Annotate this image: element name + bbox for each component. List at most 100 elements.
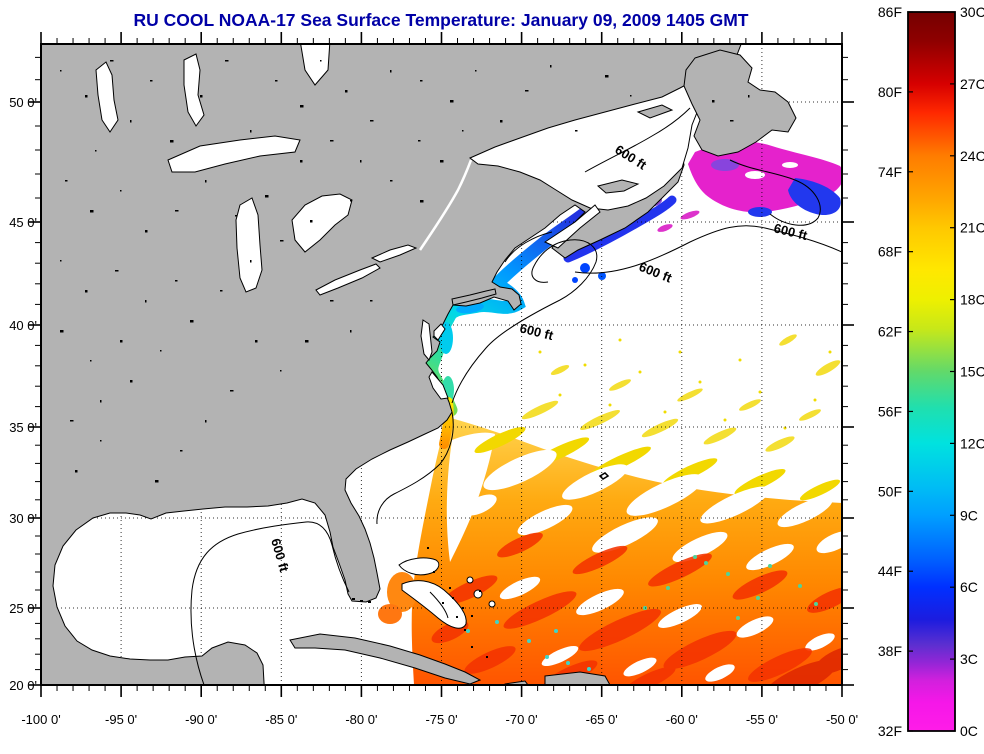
bahama-bank-great	[401, 580, 467, 629]
colorbar-f-label: 86F	[878, 4, 902, 20]
x-tick-label: -75 0'	[425, 712, 457, 727]
lake-michigan	[235, 197, 263, 293]
x-tick-label: -100 0'	[21, 712, 60, 727]
y-tick-label: 30 0'	[9, 511, 37, 526]
colorbar-c-label: 6C	[960, 579, 978, 595]
contour-label: 600 ft	[518, 320, 555, 343]
st-lawrence-river	[418, 159, 473, 251]
sst-nf-hole	[745, 171, 765, 179]
sst-nf-blue2	[748, 207, 772, 217]
island-hispaniola	[544, 671, 611, 685]
island-cuba	[289, 633, 482, 685]
colorbar-f-label: 62F	[878, 324, 902, 340]
x-tick-label: -80 0'	[345, 712, 377, 727]
colorbar-f-label: 38F	[878, 643, 902, 659]
colorbar-c-label: 27C	[960, 76, 984, 92]
colorbar-f-label: 68F	[878, 244, 902, 260]
colorbar-f-label: 74F	[878, 164, 902, 180]
y-tick-label: 35 0'	[9, 420, 37, 435]
contour-600ft-midatlantic	[451, 299, 561, 404]
contour-label: 600 ft	[772, 220, 809, 243]
bahama-bank-little	[398, 557, 440, 576]
black-pepper-specks	[352, 547, 488, 658]
sst-scotian-streak	[680, 210, 700, 220]
colorbar-c-label: 9C	[960, 507, 978, 523]
y-tick-label: 20 0'	[9, 678, 37, 693]
colorbar-c-label: 12C	[960, 435, 984, 451]
contour-600ft-gulf-of-maine	[504, 231, 553, 263]
lake-canada2	[183, 53, 205, 127]
bay-of-fundy	[543, 204, 601, 249]
colorbar-c-label: 24C	[960, 148, 984, 164]
axis-layer: -100 0' -95 0' -90 0' -85 0' -80 0' -75 0' -70…	[9, 32, 858, 727]
cloud-gaps	[457, 449, 842, 682]
sst-scotian-streak2	[657, 224, 673, 232]
island-anticosti	[636, 104, 674, 119]
y-tick-label: 45 0'	[9, 215, 37, 230]
contour-600ft-blake	[376, 411, 454, 525]
bahama-tongue	[429, 591, 449, 619]
colorbar-c-label: 0C	[960, 723, 978, 739]
island-pei	[596, 179, 640, 194]
colorbar-gradient	[907, 11, 956, 732]
colorbar-f-label: 80F	[878, 84, 902, 100]
colorbar-f-label: 32F	[878, 723, 902, 739]
sst-ns-blob	[580, 263, 590, 273]
y-tick-label: 25 0'	[9, 601, 37, 616]
contour-600ft-gulf-of-mexico	[190, 521, 350, 685]
colorbar-c-label: 30C	[960, 4, 984, 20]
sst-red-streaks	[431, 532, 842, 685]
x-tick-label: -70 0'	[506, 712, 538, 727]
james-bay	[300, 44, 331, 86]
bathymetry-layer	[190, 107, 842, 685]
x-tick-label: -50 0'	[826, 712, 858, 727]
sst-nf-hole2	[782, 162, 798, 168]
x-tick-label: -55 0'	[746, 712, 778, 727]
lake-huron	[291, 193, 353, 253]
contour-label: 600 ft	[637, 259, 675, 286]
colorbar: 86F 80F 74F 68F 62F 56F 50F 44F 38F 32F 30C 27C 24C 2…	[878, 4, 984, 739]
page-title: RU COOL NOAA-17 Sea Surface Temperature:…	[133, 10, 748, 30]
y-tick-label: 40 0'	[9, 318, 37, 333]
x-tick-label: -85 0'	[265, 712, 297, 727]
contour-600ft-scotian-shelf	[574, 225, 842, 274]
bahama-ring	[488, 600, 496, 608]
colorbar-f-label: 50F	[878, 483, 902, 499]
lake-ontario	[370, 244, 418, 263]
delaware-bay	[433, 323, 446, 341]
pamlico-sound	[428, 371, 449, 400]
sst-nf-purple	[711, 159, 739, 171]
x-tick-label: -95 0'	[105, 712, 137, 727]
bahama-ring	[466, 576, 474, 584]
colorbar-f-label: 56F	[878, 403, 902, 419]
contour-600ft-nf-west	[584, 107, 691, 173]
sst-nf-blue	[788, 178, 841, 216]
contour-600ft-georges-bank	[531, 239, 598, 301]
x-tick-label: -60 0'	[666, 712, 698, 727]
colorbar-c-label: 15C	[960, 364, 984, 380]
colorbar-labels: 86F 80F 74F 68F 62F 56F 50F 44F 38F 32F 30C 27C 24C 2…	[878, 4, 984, 739]
colorbar-c-label: 3C	[960, 651, 978, 667]
colorbar-c-label: 18C	[960, 292, 984, 308]
x-tick-label: -90 0'	[185, 712, 217, 727]
lake-erie	[315, 263, 381, 296]
small-lakes-speckles	[60, 60, 750, 483]
lake-winnipeg	[95, 61, 119, 133]
contour-label: 600 ft	[268, 537, 292, 574]
island-newfoundland	[683, 49, 797, 157]
chesapeake-bay	[420, 319, 433, 361]
colorbar-c-label: 21C	[960, 220, 984, 236]
y-tick-label: 50 0'	[9, 95, 37, 110]
x-tick-label: -65 0'	[586, 712, 618, 727]
sst-ns-blob	[572, 277, 578, 283]
contour-600ft-grand-banks	[729, 159, 821, 226]
land-layer	[41, 44, 797, 685]
land-north-america	[41, 44, 742, 685]
island-bermuda	[598, 472, 610, 480]
colorbar-f-label: 44F	[878, 563, 902, 579]
sst-cuba-north	[378, 604, 402, 624]
sst-nova-scotia-band	[563, 195, 677, 263]
colorbar-ticks	[908, 11, 955, 732]
